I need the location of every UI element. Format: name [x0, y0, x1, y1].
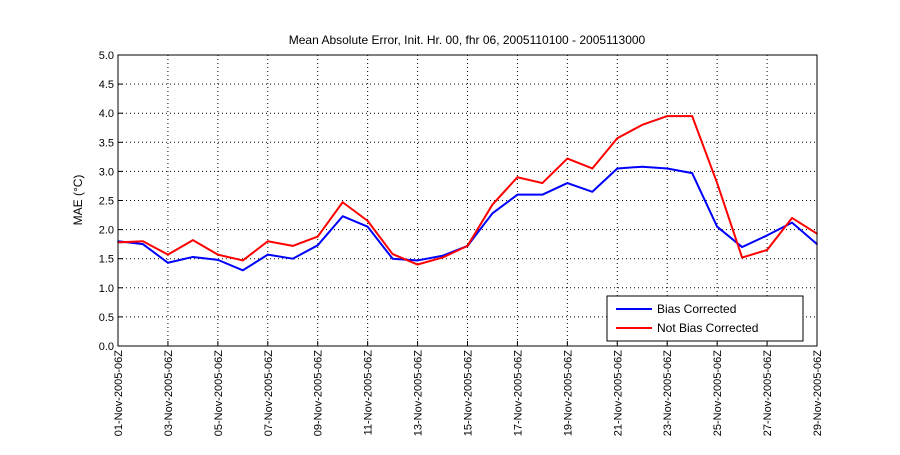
data-point	[416, 259, 419, 262]
y-tick-label: 4.0	[99, 108, 114, 120]
legend-box	[606, 295, 804, 342]
x-tick-label: 03-Nov-2005-06Z	[163, 350, 175, 436]
data-point	[741, 246, 743, 248]
data-point	[616, 137, 619, 140]
data-point	[516, 176, 519, 179]
y-axis-label: MAE (°C)	[71, 175, 85, 226]
legend-label-bias-corrected: Bias Corrected	[657, 302, 736, 316]
data-point	[217, 259, 219, 261]
x-tick-label: 23-Nov-2005-06Z	[662, 350, 674, 436]
data-point	[266, 240, 269, 243]
data-point	[466, 245, 469, 247]
data-point	[366, 225, 369, 228]
data-point	[666, 115, 669, 117]
y-tick-label: 0.5	[99, 312, 114, 324]
x-tick-label: 09-Nov-2005-06Z	[313, 350, 325, 436]
data-point	[192, 256, 194, 258]
y-tick-label: 0.0	[99, 341, 114, 353]
data-point	[491, 203, 494, 206]
data-point	[641, 165, 644, 168]
x-tick-label: 19-Nov-2005-06Z	[562, 350, 574, 436]
data-point	[491, 212, 494, 215]
data-point	[591, 190, 594, 193]
data-point	[391, 257, 394, 260]
series-line-not-bias-corrected	[117, 115, 818, 266]
data-point	[391, 253, 394, 255]
data-point	[316, 244, 319, 247]
y-tick-label: 1.5	[99, 254, 114, 266]
x-tick-label: 13-Nov-2005-06Z	[413, 350, 425, 436]
data-point	[167, 261, 169, 264]
y-ticks: 0.0 0.5 1.0 1.5 2.0 2.5 3.0 3.5 4.0 4.5 5.0	[99, 50, 123, 353]
x-tick-label: 05-Nov-2005-06Z	[213, 350, 225, 436]
y-tick-label: 3.0	[99, 166, 114, 178]
x-ticks: 01-Nov-2005-06Z 03-Nov-2005-06Z 05-Nov-200…	[113, 341, 824, 436]
x-tick-label: 15-Nov-2005-06Z	[463, 350, 475, 436]
data-point	[616, 167, 619, 170]
data-point	[291, 245, 294, 247]
data-point	[142, 240, 144, 243]
data-point	[766, 249, 768, 251]
x-tick-label: 25-Nov-2005-06Z	[712, 350, 724, 436]
x-tick-label: 27-Nov-2005-06Z	[762, 350, 774, 436]
x-tick-label: 17-Nov-2005-06Z	[512, 350, 524, 436]
data-point	[666, 167, 669, 170]
data-point	[566, 157, 569, 160]
data-point	[167, 253, 169, 256]
data-point	[366, 220, 369, 222]
data-point	[416, 263, 419, 266]
data-point	[691, 172, 693, 174]
data-point	[541, 193, 544, 196]
x-tick-label: 29-Nov-2005-06Z	[812, 350, 824, 436]
data-point	[591, 167, 594, 170]
data-point	[341, 201, 344, 204]
chart-title: Mean Absolute Error, Init. Hr. 00, fhr 0…	[289, 33, 646, 47]
data-point	[441, 254, 444, 257]
data-point	[516, 193, 519, 196]
data-point	[566, 182, 569, 184]
data-point	[316, 235, 319, 238]
plot-frame	[117, 54, 818, 347]
data-point	[242, 269, 244, 272]
legend: Bias Corrected Not Bias Corrected	[606, 295, 804, 342]
data-point	[217, 253, 219, 256]
data-point	[142, 243, 144, 245]
y-tick-label: 5.0	[99, 50, 114, 62]
data-point	[716, 182, 718, 184]
data-point	[541, 182, 544, 184]
x-tick-label: 07-Nov-2005-06Z	[263, 350, 275, 436]
x-tick-label: 11-Nov-2005-06Z	[363, 350, 375, 436]
data-point	[791, 221, 793, 224]
y-tick-label: 1.0	[99, 283, 114, 295]
data-point	[266, 253, 269, 256]
data-point	[766, 234, 768, 237]
data-point	[441, 256, 444, 259]
x-tick-label: 21-Nov-2005-06Z	[612, 350, 624, 436]
y-tick-label: 2.5	[99, 196, 114, 208]
data-point	[716, 225, 718, 228]
data-point	[791, 217, 793, 219]
y-tick-label: 4.5	[99, 79, 114, 91]
data-point	[192, 239, 194, 241]
y-tick-label: 2.0	[99, 225, 114, 237]
legend-label-not-bias-corrected: Not Bias Corrected	[657, 321, 758, 335]
data-point	[242, 259, 244, 262]
data-point	[741, 256, 743, 259]
data-point	[691, 115, 693, 117]
x-tick-label: 01-Nov-2005-06Z	[113, 350, 125, 436]
data-point	[291, 257, 294, 260]
data-point	[341, 215, 344, 218]
series-lines	[117, 115, 818, 272]
data-point	[641, 124, 644, 126]
y-tick-label: 3.5	[99, 137, 114, 149]
